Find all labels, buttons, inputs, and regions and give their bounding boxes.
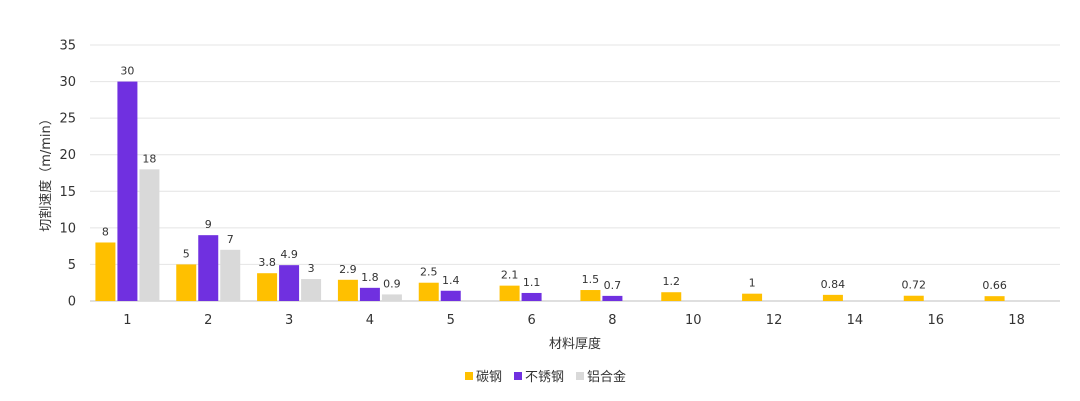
x-tick-label: 16 bbox=[927, 313, 944, 328]
legend-label: 碳钢 bbox=[476, 370, 502, 385]
bar-不锈钢-5 bbox=[440, 290, 461, 301]
data-label: 18 bbox=[142, 152, 156, 165]
legend-swatch bbox=[576, 372, 584, 380]
data-label: 1.2 bbox=[663, 275, 681, 288]
y-tick-label: 30 bbox=[59, 75, 76, 90]
data-label: 7 bbox=[227, 233, 234, 246]
data-label: 3 bbox=[308, 262, 315, 275]
bar-不锈钢-2 bbox=[198, 235, 219, 301]
data-label: 5 bbox=[183, 247, 190, 260]
data-label: 0.72 bbox=[902, 279, 927, 292]
bar-碳钢-2 bbox=[176, 264, 197, 301]
data-labels: 8 30 18 5 9 7 3.8 4.9 3 2.9 1.8 0.9 2.5 1.4 2.1 1.1 1.5 0… bbox=[102, 65, 1007, 293]
legend: 碳钢 不锈钢 铝合金 bbox=[465, 369, 626, 385]
x-tick-label: 18 bbox=[1008, 313, 1025, 328]
x-tick-label: 8 bbox=[608, 313, 616, 328]
data-label: 0.66 bbox=[982, 279, 1007, 292]
x-tick-label: 3 bbox=[285, 313, 293, 328]
y-tick-label: 35 bbox=[59, 39, 76, 54]
legend-label: 不锈钢 bbox=[525, 370, 564, 385]
legend-swatch bbox=[465, 372, 473, 380]
x-tick-label: 4 bbox=[366, 313, 374, 328]
y-tick-label: 20 bbox=[59, 148, 76, 163]
data-label: 1.5 bbox=[582, 273, 600, 286]
data-label: 1.8 bbox=[361, 271, 379, 284]
bar-不锈钢-6 bbox=[521, 292, 542, 301]
gridlines bbox=[90, 44, 1060, 302]
x-tick-label: 10 bbox=[685, 313, 702, 328]
bar-碳钢-4 bbox=[337, 279, 358, 301]
x-axis-label: 材料厚度 bbox=[549, 336, 601, 352]
data-label: 30 bbox=[120, 65, 134, 78]
data-label: 1 bbox=[749, 277, 756, 290]
legend-label: 铝合金 bbox=[587, 369, 626, 385]
bar-碳钢-12 bbox=[742, 293, 763, 301]
x-tick-label: 14 bbox=[847, 313, 864, 328]
bar-碳钢-10 bbox=[661, 292, 682, 301]
y-tick-label: 25 bbox=[59, 112, 76, 127]
bar-碳钢-16 bbox=[903, 295, 924, 301]
x-tick-label: 2 bbox=[204, 313, 212, 328]
bar-不锈钢-3 bbox=[279, 265, 300, 301]
bar-碳钢-1 bbox=[95, 242, 116, 301]
data-label: 2.9 bbox=[339, 263, 357, 276]
x-tick-label: 12 bbox=[766, 313, 783, 328]
bar-碳钢-3 bbox=[257, 273, 278, 301]
bar-铝合金-2 bbox=[220, 249, 241, 301]
bar-铝合金-1 bbox=[139, 169, 160, 301]
bar-碳钢-5 bbox=[418, 282, 439, 301]
bar-碳钢-8 bbox=[580, 290, 601, 301]
data-label: 2.5 bbox=[420, 266, 438, 279]
bar-碳钢-6 bbox=[499, 285, 520, 301]
x-tick-label: 6 bbox=[527, 313, 535, 328]
data-label: 2.1 bbox=[501, 269, 519, 282]
y-tick-label: 10 bbox=[59, 221, 76, 236]
data-label: 8 bbox=[102, 225, 109, 238]
data-label: 0.9 bbox=[383, 277, 401, 290]
bar-碳钢-14 bbox=[822, 294, 843, 301]
bar-不锈钢-4 bbox=[359, 287, 380, 301]
bar-不锈钢-1 bbox=[117, 81, 138, 301]
data-label: 9 bbox=[205, 218, 212, 231]
legend-swatch bbox=[514, 372, 522, 380]
x-tick-label: 5 bbox=[447, 313, 455, 328]
bar-碳钢-18 bbox=[984, 296, 1005, 301]
y-axis-label: 切割速度（m/min） bbox=[38, 112, 54, 232]
bar-铝合金-3 bbox=[301, 279, 322, 301]
y-tick-label: 5 bbox=[68, 258, 76, 273]
data-label: 0.84 bbox=[821, 278, 846, 291]
x-tick-label: 1 bbox=[123, 313, 131, 328]
x-axis-ticks: 1 2 3 4 5 6 8 10 12 14 16 18 bbox=[123, 313, 1025, 328]
y-tick-label: 15 bbox=[59, 185, 76, 200]
data-label: 1.1 bbox=[523, 276, 541, 289]
y-axis-ticks: 0 5 10 15 20 25 30 35 bbox=[59, 39, 76, 310]
bar-铝合金-4 bbox=[381, 294, 402, 301]
data-label: 3.8 bbox=[258, 256, 276, 269]
bars bbox=[95, 81, 1005, 301]
data-label: 1.4 bbox=[442, 274, 460, 287]
bar-不锈钢-8 bbox=[602, 295, 623, 301]
data-label: 0.7 bbox=[604, 279, 622, 292]
y-tick-label: 0 bbox=[68, 295, 76, 310]
data-label: 4.9 bbox=[280, 248, 298, 261]
